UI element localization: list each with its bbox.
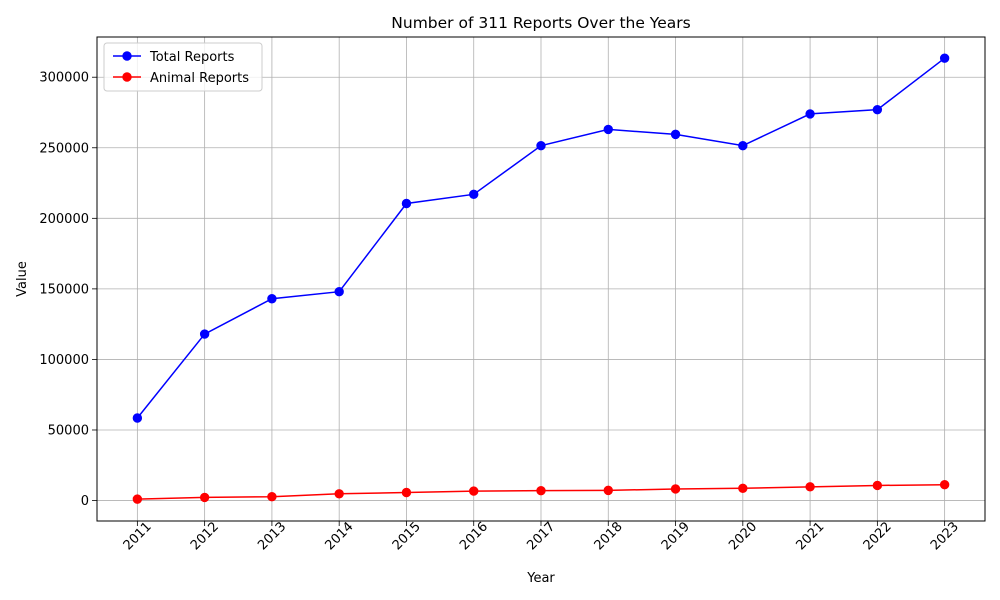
total-reports-point [738,140,748,151]
y-tick-label: 100000 [39,353,89,368]
total-reports-point [401,198,412,209]
y-tick-label: 300000 [39,71,89,86]
y-tick-label: 50000 [48,423,89,438]
legend-animal-reports-marker [122,72,132,82]
series-layer [132,53,950,504]
legend-total-reports-label: Total Reports [149,50,235,65]
chart-title: Number of 311 Reports Over the Years [391,14,690,32]
total-reports-point [267,294,277,304]
animal-reports-point [939,480,950,490]
total-reports-point [536,140,546,151]
animal-reports-point [603,485,613,496]
legend-animal-reports-label: Animal Reports [150,71,249,86]
animal-reports-point [805,482,815,492]
total-reports-point [469,189,479,200]
total-reports-point [670,129,681,140]
total-reports-point [872,104,883,115]
y-axis-label: Value [15,261,30,297]
y-tick-label: 150000 [39,282,89,297]
total-reports-point [603,124,613,135]
animal-reports-point [469,486,479,496]
animal-reports-point [132,494,143,504]
animal-reports-point [334,489,344,499]
legend: Total Reports Animal Reports [103,42,263,92]
y-axis: 0 50000 100000 150000 200000 250000 300000 [39,71,97,509]
total-reports-point [805,109,815,119]
x-axis-label: Year [526,571,555,586]
animal-reports-point [401,487,412,498]
animal-reports-point [536,485,546,496]
animal-reports-point [670,484,681,494]
total-reports-point [132,413,143,423]
grid-lines [97,37,985,521]
total-reports-point [939,53,950,63]
legend-frame [103,42,263,92]
total-reports-point [199,329,210,339]
animal-reports-point [199,492,210,503]
total-reports-point [334,286,344,297]
animal-reports-point [267,492,277,502]
y-tick-label: 250000 [39,141,89,156]
y-tick-label: 0 [81,494,89,509]
legend-total-reports-marker [122,51,132,61]
animal-reports-point [738,483,748,493]
y-tick-label: 200000 [39,212,89,227]
animal-reports-point [872,480,883,491]
